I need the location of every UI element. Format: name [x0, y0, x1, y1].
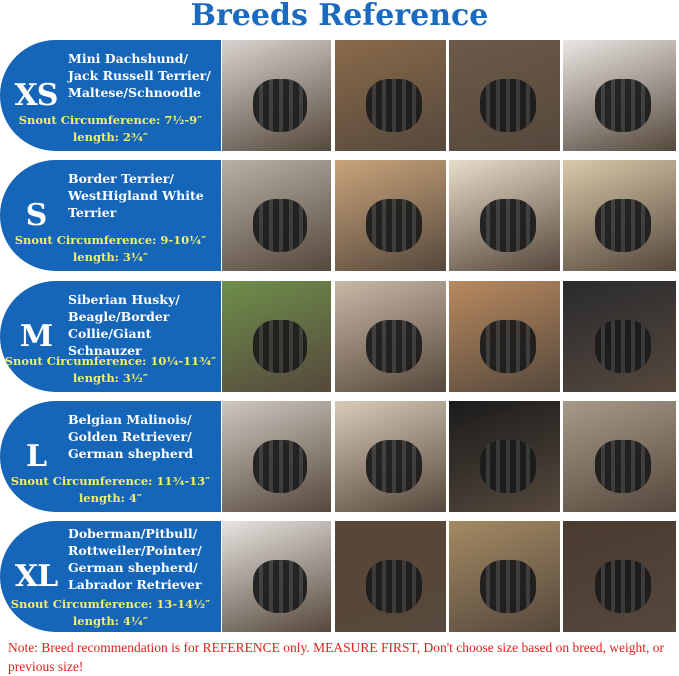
breed-line: German shepherd	[68, 446, 194, 461]
muzzle-shape	[594, 78, 652, 133]
muzzle-length: length: 3½″	[72, 371, 149, 385]
muzzle-shape	[252, 319, 308, 374]
dog-muzzle-photo	[563, 281, 676, 392]
size-label: L	[25, 439, 47, 474]
size-row-m: M Siberian Husky/Beagle/Border Collie/Gia…	[0, 281, 679, 392]
breed-line: Doberman/Pitbull/	[68, 526, 198, 541]
size-label: XL	[14, 559, 58, 594]
muzzle-shape	[480, 78, 536, 133]
dog-muzzle-photo	[335, 40, 446, 151]
dog-muzzle-photo	[222, 521, 331, 632]
breed-line: Maltese/Schnoodle	[68, 85, 201, 100]
dog-muzzle-photo	[335, 521, 446, 632]
breed-line: Jack Russell Terrier/	[68, 68, 211, 83]
muzzle-shape	[366, 78, 422, 133]
muzzle-shape	[252, 198, 308, 253]
muzzle-length: length: 2¾″	[72, 130, 149, 144]
breed-line: Labrador Retriever	[68, 577, 202, 592]
dog-muzzle-photo	[449, 160, 560, 271]
dog-muzzle-photo	[563, 40, 676, 151]
breed-list: Mini Dachshund/Jack Russell Terrier/Malt…	[68, 50, 220, 101]
breed-list: Siberian Husky/Beagle/Border Collie/Giant…	[68, 291, 220, 359]
breed-line: Terrier	[68, 205, 117, 220]
muzzle-shape	[366, 198, 422, 253]
muzzle-shape	[594, 198, 652, 253]
dog-muzzle-photo	[335, 160, 446, 271]
muzzle-shape	[252, 559, 308, 614]
snout-circumference: Snout Circumference: 7½-9″	[18, 113, 203, 127]
size-row-xs: XS Mini Dachshund/Jack Russell Terrier/M…	[0, 40, 679, 151]
dog-muzzle-photo	[335, 401, 446, 512]
breed-line: WestHigland White	[68, 188, 204, 203]
size-panel: M Siberian Husky/Beagle/Border Collie/Gia…	[0, 281, 221, 392]
breed-line: Rottweiler/Pointer/	[68, 543, 202, 558]
snout-circumference: Snout Circumference: 10¼-11¾″	[4, 354, 217, 368]
dog-muzzle-photo	[449, 521, 560, 632]
breed-line: Collie/Giant Schnauzer	[68, 326, 152, 358]
size-panel: XL Doberman/Pitbull/Rottweiler/Pointer/G…	[0, 521, 221, 632]
muzzle-shape	[366, 319, 422, 374]
muzzle-shape	[480, 319, 536, 374]
size-panel: XS Mini Dachshund/Jack Russell Terrier/M…	[0, 40, 221, 151]
breed-line: Beagle/Border	[68, 309, 170, 324]
breed-line: Border Terrier/	[68, 171, 174, 186]
dog-muzzle-photo	[563, 521, 676, 632]
size-label: XS	[14, 78, 59, 113]
size-label: S	[25, 198, 48, 233]
muzzle-length: length: 4″	[78, 491, 143, 505]
measurement-note: Note: Breed recommendation is for REFERE…	[8, 640, 664, 674]
muzzle-length: length: 3¼″	[72, 250, 149, 264]
dog-muzzle-photo	[222, 160, 331, 271]
size-label: M	[19, 319, 53, 354]
muzzle-shape	[366, 559, 422, 614]
dog-muzzle-photo	[335, 281, 446, 392]
breed-list: Belgian Malinois/Golden Retriever/German…	[68, 411, 220, 462]
muzzle-shape	[594, 319, 652, 374]
muzzle-shape	[480, 198, 536, 253]
size-row-s: S Border Terrier/WestHigland White Terrie…	[0, 160, 679, 271]
muzzle-shape	[366, 439, 422, 494]
snout-circumference: Snout Circumference: 13-14½″	[10, 597, 211, 611]
dog-muzzle-photo	[563, 401, 676, 512]
size-row-xl: XL Doberman/Pitbull/Rottweiler/Pointer/G…	[0, 521, 679, 632]
snout-circumference: Snout Circumference: 9-10¼″	[14, 233, 207, 247]
muzzle-length: length: 4¼″	[72, 614, 149, 628]
breed-line: German shepherd/	[68, 560, 198, 575]
muzzle-shape	[480, 439, 536, 494]
breed-line: Siberian Husky/	[68, 292, 180, 307]
breed-line: Golden Retriever/	[68, 429, 192, 444]
muzzle-shape	[252, 439, 308, 494]
breed-line: Belgian Malinois/	[68, 412, 192, 427]
page-title: Breeds Reference	[190, 0, 489, 33]
size-panel: S Border Terrier/WestHigland White Terrie…	[0, 160, 221, 271]
size-row-l: L Belgian Malinois/Golden Retriever/Germ…	[0, 401, 679, 512]
snout-circumference: Snout Circumference: 11¾-13″	[10, 474, 211, 488]
dog-muzzle-photo	[222, 281, 331, 392]
breed-list: Doberman/Pitbull/Rottweiler/Pointer/Germ…	[68, 525, 220, 593]
muzzle-shape	[594, 439, 652, 494]
muzzle-shape	[594, 559, 652, 614]
muzzle-shape	[480, 559, 536, 614]
muzzle-shape	[252, 78, 308, 133]
dog-muzzle-photo	[222, 401, 331, 512]
dog-muzzle-photo	[449, 401, 560, 512]
breed-list: Border Terrier/WestHigland White Terrier	[68, 170, 220, 221]
dog-muzzle-photo	[449, 40, 560, 151]
dog-muzzle-photo	[222, 40, 331, 151]
dog-muzzle-photo	[563, 160, 676, 271]
breed-line: Mini Dachshund/	[68, 51, 189, 66]
dog-muzzle-photo	[449, 281, 560, 392]
size-panel: L Belgian Malinois/Golden Retriever/Germ…	[0, 401, 221, 512]
